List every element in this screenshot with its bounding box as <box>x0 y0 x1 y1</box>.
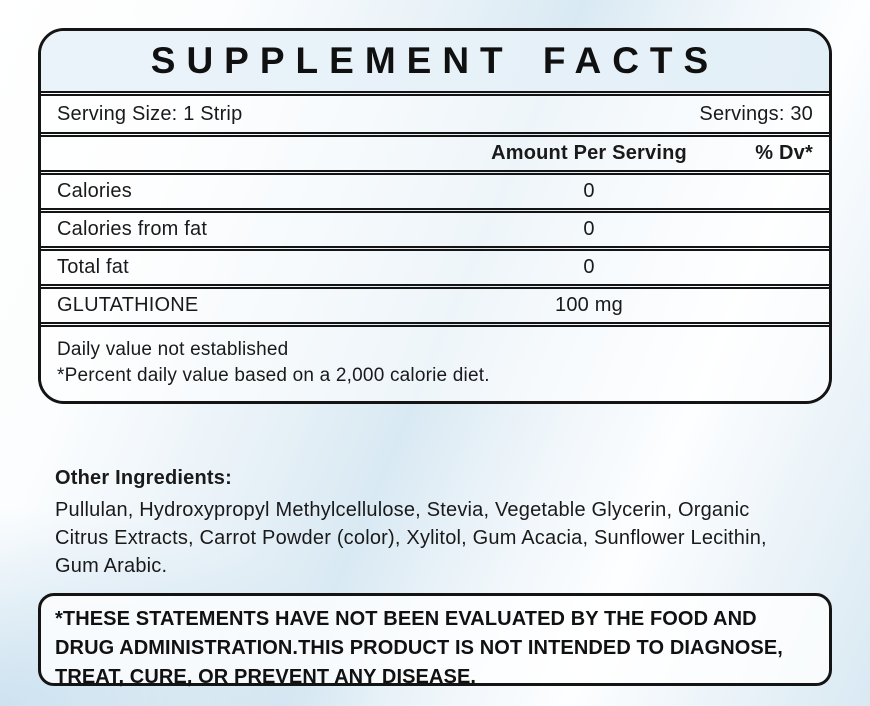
table-row-glutathione: GLUTATHIONE 100 mg <box>41 287 829 324</box>
other-ingredients-list: Pullulan, Hydroxypropyl Methylcellulose,… <box>55 499 767 577</box>
row-amount: 0 <box>583 256 595 278</box>
other-ingredients-heading: Other Ingredients: <box>55 467 232 489</box>
servings-count-label: Servings: 30 <box>699 102 813 125</box>
fda-disclaimer-text: *THESE STATEMENTS HAVE NOT BEEN EVALUATE… <box>55 608 783 688</box>
footnote-daily-value: Daily value not established <box>57 339 289 360</box>
header-amount-per-serving: Amount Per Serving <box>491 142 687 164</box>
table-row-calories-from-fat: Calories from fat 0 <box>41 211 829 248</box>
table-row-total-fat: Total fat 0 <box>41 249 829 286</box>
serving-size-label: Serving Size: 1 Strip <box>57 102 243 125</box>
row-amount: 100 mg <box>555 294 623 316</box>
fda-disclaimer-box: *THESE STATEMENTS HAVE NOT BEEN EVALUATE… <box>38 593 832 688</box>
row-name: Calories from fat <box>57 218 208 240</box>
row-name: GLUTATHIONE <box>57 294 199 316</box>
supplement-facts-panel: SUPPLEMENT FACTS Serving Size: 1 Strip S… <box>38 28 832 404</box>
row-amount: 0 <box>583 180 595 202</box>
footnote-block: Daily value not established *Percent dai… <box>41 325 829 401</box>
footnote-percent-dv: *Percent daily value based on a 2,000 ca… <box>57 365 490 386</box>
serving-row: Serving Size: 1 Strip Servings: 30 <box>41 94 829 134</box>
panel-title: SUPPLEMENT FACTS <box>41 31 829 93</box>
other-ingredients-section: Other Ingredients: Pullulan, Hydroxyprop… <box>55 464 795 580</box>
table-row-calories: Calories 0 <box>41 173 829 210</box>
table-header-row: Amount Per Serving % Dv* <box>41 135 829 172</box>
row-name: Calories <box>57 180 132 202</box>
header-percent-dv: % Dv* <box>755 142 813 164</box>
row-name: Total fat <box>57 256 129 278</box>
row-amount: 0 <box>583 218 595 240</box>
